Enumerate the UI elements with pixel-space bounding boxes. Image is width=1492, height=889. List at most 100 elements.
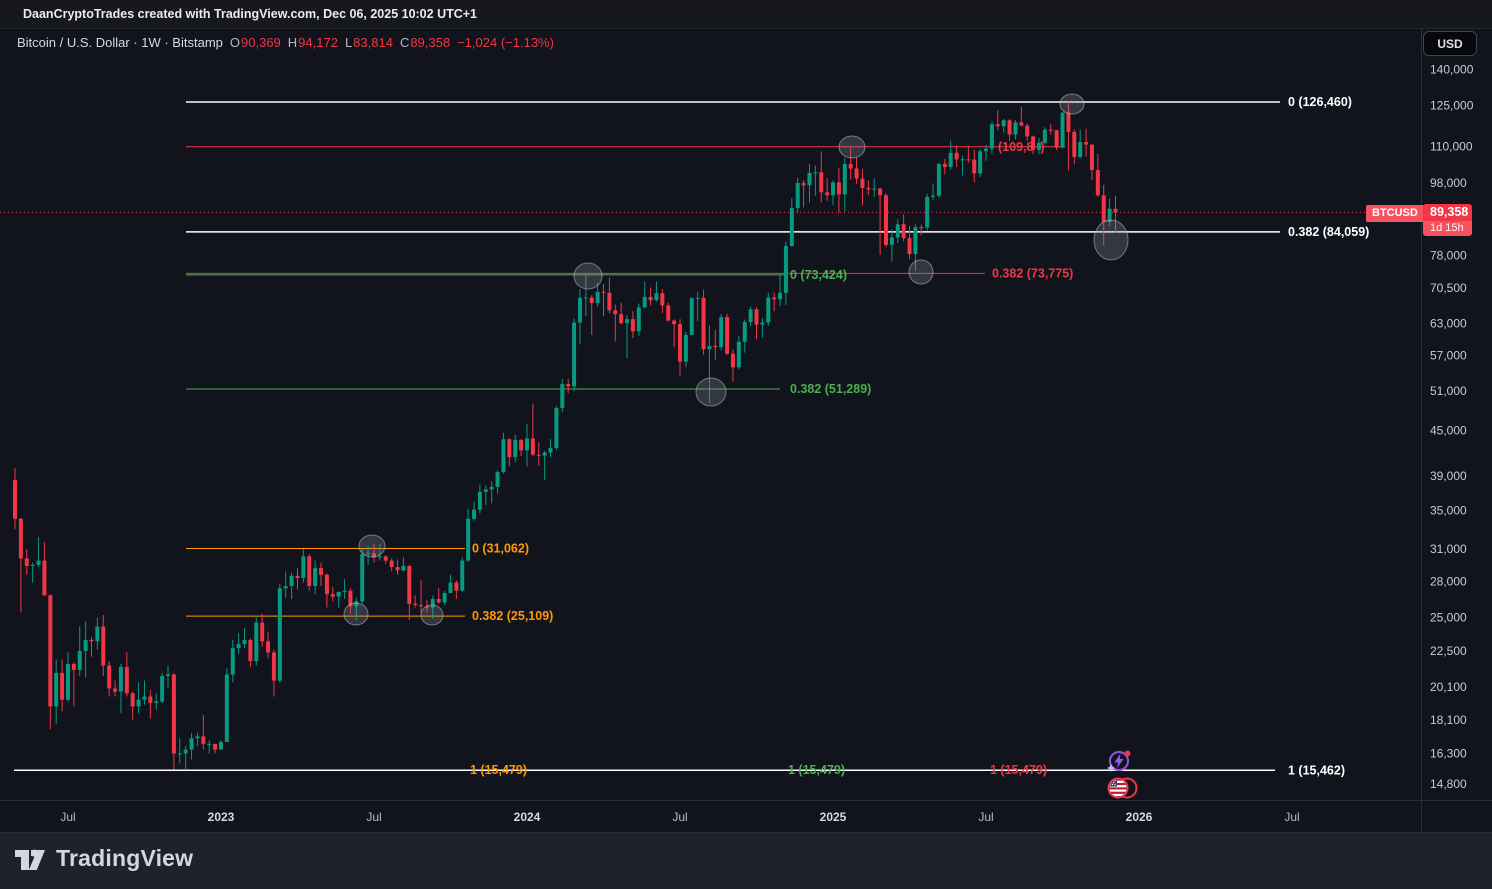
candle-body	[489, 486, 494, 490]
candle-body	[266, 641, 271, 653]
candle-body	[95, 626, 100, 642]
highlight-circles	[343, 93, 1129, 626]
candle-body	[754, 309, 759, 325]
candle-body	[854, 168, 859, 179]
candle-body	[313, 568, 318, 587]
price-tick-label: 57,000	[1430, 348, 1467, 362]
candle-body	[583, 297, 588, 299]
candle-body	[1101, 195, 1106, 223]
candle-body	[931, 195, 936, 198]
price-tick-label: 110,000	[1430, 139, 1473, 153]
price-tick-label: 14,800	[1430, 777, 1467, 791]
candle-body	[83, 639, 88, 651]
candle-body	[48, 595, 53, 707]
fib-label: 0 (31,062)	[472, 541, 529, 555]
candle-body	[1095, 170, 1100, 196]
candle-body	[625, 319, 630, 324]
candle-body	[295, 575, 300, 579]
candle-body	[371, 553, 376, 558]
candle-body	[678, 324, 683, 362]
candle-body	[448, 582, 453, 594]
candle-body	[348, 590, 353, 607]
time-tick-label: Jul	[60, 810, 75, 824]
candle-body	[283, 586, 288, 589]
currency-unit-button[interactable]: USD	[1423, 31, 1477, 56]
candle-body	[124, 666, 129, 694]
candle-body	[936, 163, 941, 196]
current-price-box: 89,358 1d 15h	[1423, 204, 1472, 236]
candle-body	[795, 183, 800, 209]
candle-body	[1013, 122, 1018, 135]
price-tick-label: 125,000	[1430, 99, 1474, 113]
us-flag-event-icon[interactable]	[1106, 776, 1138, 800]
candle-body	[860, 178, 865, 188]
candle-body	[213, 743, 218, 750]
price-scale[interactable]: 140,000 125,000 110,000 98,000 78,000 70,500 6…	[1430, 63, 1474, 792]
lightning-bolt-icon	[1114, 753, 1124, 769]
highlight-circle	[838, 135, 866, 159]
time-tick-label: 2025	[820, 810, 847, 824]
candle-body	[407, 565, 412, 604]
price-tick-label: 45,000	[1430, 424, 1467, 438]
candlestick-series[interactable]	[13, 102, 1118, 770]
candle-body	[778, 292, 783, 300]
candle-body	[1054, 130, 1059, 148]
candle-body	[113, 688, 118, 692]
candle-body	[524, 438, 529, 451]
candle-body	[807, 172, 812, 186]
candle-body	[177, 753, 182, 755]
candle-body	[13, 480, 17, 519]
candle-body	[978, 151, 983, 174]
candle-body	[1089, 144, 1094, 171]
candle-body	[960, 159, 965, 161]
candle-body	[831, 182, 836, 196]
tradingview-logo-link[interactable]: TradingView	[14, 843, 193, 873]
candle-body	[630, 319, 635, 332]
candle-body	[342, 590, 347, 592]
fib-label: 0.382 (84,059)	[1288, 225, 1369, 239]
candle-body	[472, 509, 477, 519]
candle-body	[301, 556, 306, 579]
candle-body	[948, 152, 953, 167]
candle-body	[195, 736, 200, 739]
candle-body	[595, 291, 600, 304]
candle-body	[377, 556, 382, 558]
candle-body	[30, 564, 35, 566]
price-tick-label: 78,000	[1430, 249, 1467, 263]
candle-body	[166, 674, 171, 676]
candle-body	[142, 696, 147, 700]
candle-body	[689, 298, 694, 335]
price-tick-label: 20,100	[1430, 680, 1467, 694]
ohlc-low: L83,814	[344, 35, 393, 50]
highlight-circle	[908, 259, 934, 285]
time-scale[interactable]: Jul 2023 Jul 2024 Jul 2025 Jul 2026 Jul	[60, 810, 1299, 824]
candle-body	[1048, 129, 1053, 131]
candle-body	[919, 227, 924, 229]
candle-body	[901, 224, 906, 239]
candle-body	[289, 575, 294, 587]
candle-body	[660, 293, 665, 306]
candle-body	[430, 598, 435, 608]
candle-body	[683, 334, 688, 362]
spark-circle	[1109, 751, 1129, 771]
chart-background	[0, 28, 1492, 832]
candle-body	[636, 307, 641, 332]
candle-body	[1078, 142, 1083, 157]
candle-body	[878, 188, 883, 196]
candle-body	[907, 238, 912, 255]
candle-body	[736, 341, 741, 368]
candle-body	[889, 237, 894, 245]
candle-body	[872, 188, 877, 190]
candle-body	[642, 296, 647, 308]
candle-body	[577, 297, 582, 323]
candle-body	[648, 296, 653, 301]
ohlc-close: C89,358	[399, 35, 451, 50]
candle-body	[1060, 112, 1065, 148]
ai-spark-event-icon[interactable]	[1106, 748, 1132, 774]
fib-label: 1 (15,479)	[990, 763, 1047, 777]
candle-body	[666, 305, 671, 321]
candle-body	[942, 163, 947, 167]
candle-body	[424, 606, 429, 608]
candle-body	[224, 674, 229, 743]
